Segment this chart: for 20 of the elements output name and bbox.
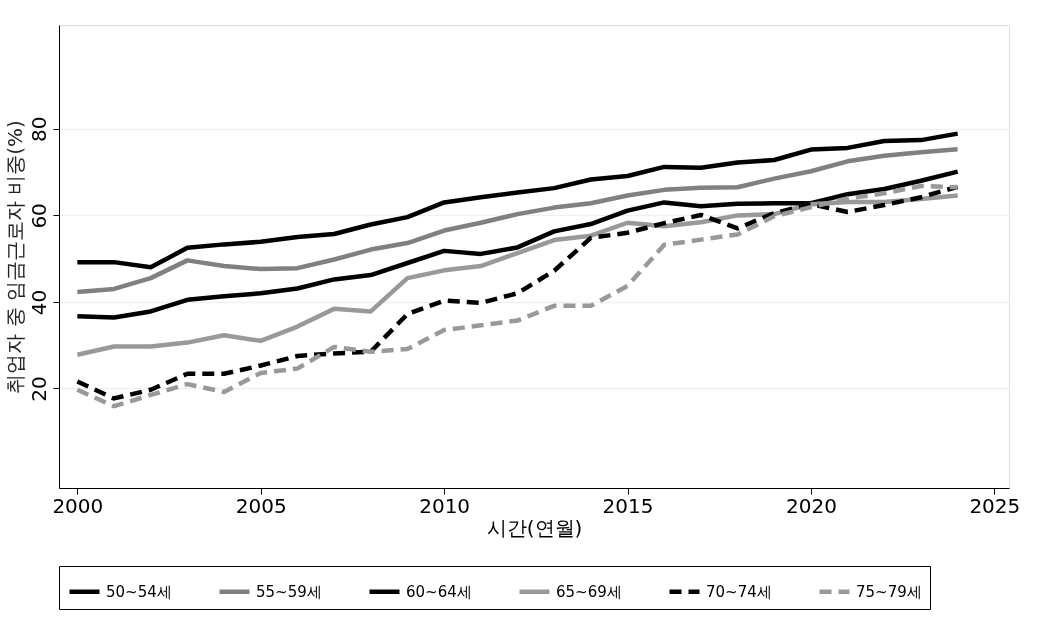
legend-label: 75~79세 [856,582,922,601]
legend-label: 65~69세 [556,582,622,601]
y-tick-label: 80 [26,116,51,143]
y-tick-label: 20 [26,376,51,402]
legend-label: 55~59세 [256,582,322,601]
x-tick-label: 2010 [419,493,471,518]
x-tick-label: 2005 [235,493,287,518]
x-axis-title: 시간(연월) [486,515,583,540]
y-tick-label: 60 [26,203,51,229]
legend-label: 60~64세 [406,582,472,601]
x-tick-label: 2025 [969,493,1021,518]
line-series [75,146,960,295]
y-axis-title: 취업자 중 임금근로자 비중(%) [2,120,27,394]
y-tick-label: 40 [26,289,51,316]
line-series [75,131,960,270]
legend-label: 50~54세 [106,582,172,601]
x-tick-label: 2000 [52,493,104,518]
x-tick-label: 2015 [602,493,654,518]
x-tick-label: 2020 [785,493,837,518]
legend-label: 70~74세 [706,582,772,601]
